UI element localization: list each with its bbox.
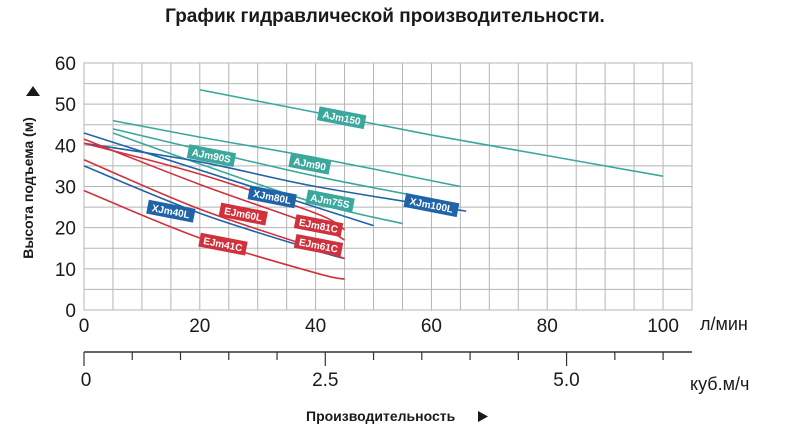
y-tick-labels: 0 10 20 30 40 50 60: [55, 54, 76, 322]
curve-label-text: EJm41C: [202, 236, 243, 254]
curve-ajm75s: [112, 132, 403, 225]
curve-label-box: [146, 199, 196, 223]
x-axis-arrow-icon: [478, 411, 488, 422]
y-tick-label: 30: [55, 178, 76, 199]
curve-ajm90: [112, 119, 461, 188]
curve-xjm40l: [83, 165, 345, 260]
curve-label-box: [218, 202, 268, 226]
curve-label-box: [316, 106, 367, 130]
y-axis-arrow-icon: [26, 86, 40, 96]
chart-title: График гидравлической производительности…: [165, 6, 605, 27]
x2-unit-label: куб.м/ч: [690, 374, 749, 394]
curve-label-ejm41c: EJm41C: [198, 232, 248, 256]
x-tick-label: 0: [79, 316, 90, 337]
x2-tick-label: 2.5: [312, 370, 338, 391]
curve-label-ejm61c: EJm61C: [293, 233, 344, 257]
curve-label-ejm81c: EJm81C: [293, 214, 344, 238]
x-tick-label: 80: [537, 316, 558, 337]
curve-label-box: [186, 144, 237, 168]
curve-label-box: [403, 192, 460, 218]
curve-label-box: [293, 214, 344, 238]
x-tick-label: 100: [647, 316, 679, 337]
x-tick-label: 60: [421, 316, 442, 337]
curve-ajm90s: [112, 128, 432, 200]
grid: [83, 62, 693, 311]
y-axis-title: Высота подъема (м): [20, 117, 36, 258]
curve-xjm80l: [83, 132, 374, 227]
curve-label-text: EJm61C: [298, 237, 339, 255]
y-tick-label: 60: [55, 54, 76, 75]
x2-tick-label: 5.0: [553, 370, 579, 391]
x-tick-labels: 0 20 40 60 80 100: [79, 316, 679, 337]
curve-label-ajm90: AJm90: [288, 153, 332, 175]
curve-label-ajm75s: AJm75S: [305, 189, 355, 213]
x-unit-label: л/мин: [700, 314, 748, 334]
curve-ajm150: [199, 88, 664, 177]
curve-label-box: [288, 153, 332, 175]
y-tick-label: 40: [55, 136, 76, 157]
x2-tick-label: 0: [81, 370, 92, 391]
x-tick-label: 20: [189, 316, 210, 337]
y-tick-label: 20: [55, 219, 76, 240]
curve-label-ajm150: AJm150: [316, 106, 367, 130]
y-tick-label: 50: [55, 95, 76, 116]
curve-label-box: [247, 185, 297, 209]
y-axis-title-group: Высота подъема (м): [20, 86, 40, 259]
curve-label-box: [293, 233, 344, 257]
y-tick-label: 10: [55, 260, 76, 281]
curve-label-box: [198, 232, 248, 256]
secondary-x-axis: 0 2.5 5.0: [81, 351, 692, 391]
x-tick-label: 40: [305, 316, 326, 337]
y-tick-label: 0: [65, 301, 76, 322]
x-axis-title: Производительность: [306, 408, 456, 424]
curve-label-box: [305, 189, 355, 213]
